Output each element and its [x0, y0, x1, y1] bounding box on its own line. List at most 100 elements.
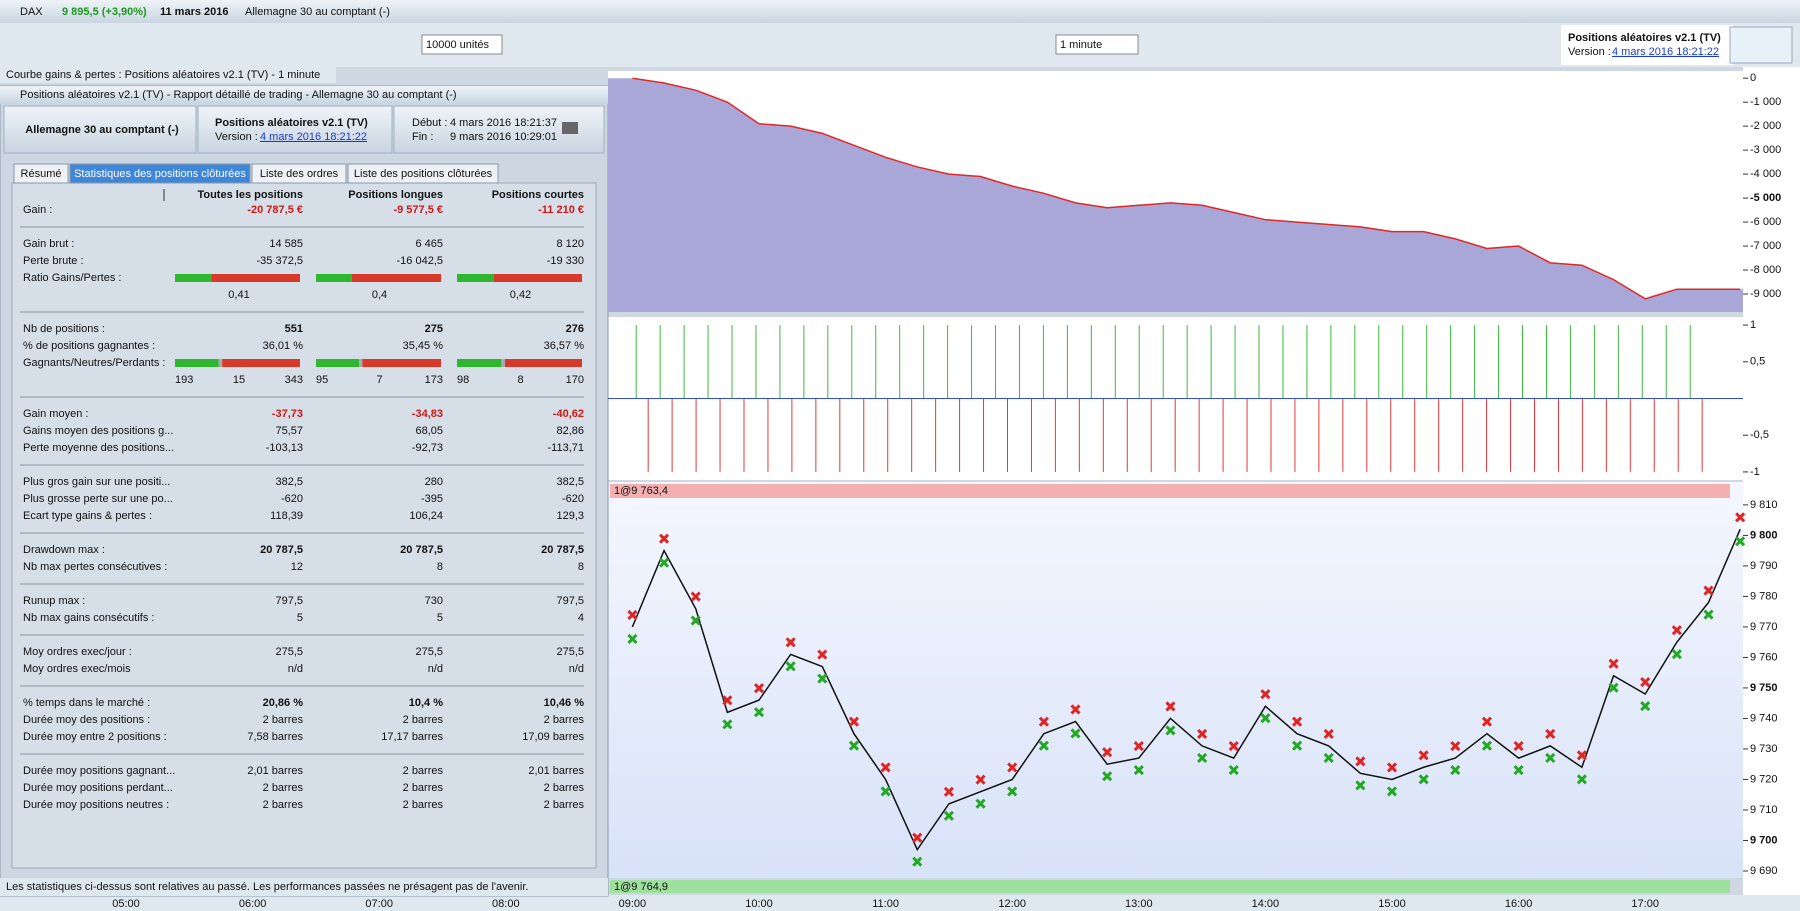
y-tick-label: -6 000: [1750, 216, 1781, 228]
time-label: 12:00: [998, 898, 1026, 910]
row-label: Nb de positions :: [23, 323, 105, 335]
count-value: 343: [285, 374, 303, 386]
y-tick-label: -5 000: [1750, 192, 1781, 204]
row-label: Durée moy des positions :: [23, 714, 150, 726]
symbol: DAX: [20, 6, 43, 18]
short-marker: [1671, 625, 1682, 636]
short-marker: [880, 762, 891, 773]
short-marker: [722, 695, 733, 706]
short-marker: [1608, 658, 1619, 669]
count-value: 8: [517, 374, 523, 386]
report-system: Positions aléatoires v2.1 (TV): [215, 117, 368, 129]
quantity-select[interactable]: [421, 34, 503, 55]
row-value: 8 120: [556, 238, 584, 250]
short-marker: [1545, 728, 1556, 739]
tab[interactable]: [69, 163, 251, 184]
row-label: Ratio Gains/Pertes :: [23, 272, 121, 284]
version-link[interactable]: 4 mars 2016 18:21:22: [1612, 46, 1719, 58]
long-marker: [817, 673, 828, 684]
row-value: 275,5: [415, 646, 443, 658]
ratio-bar: [175, 359, 219, 367]
print-icon[interactable]: [562, 122, 578, 134]
tab[interactable]: [347, 163, 499, 184]
ratio-value: 0,4: [372, 289, 387, 301]
long-marker: [1450, 765, 1461, 776]
column-header: Positions courtes: [492, 189, 584, 201]
ratio-bar: [362, 359, 441, 367]
row-value: -620: [281, 493, 303, 505]
report-version-label: Version :: [215, 131, 258, 143]
row-label: Moy ordres exec/jour :: [23, 646, 132, 658]
long-marker: [848, 740, 860, 751]
row-value: -40,62: [553, 408, 584, 420]
ratio-bar: [493, 274, 582, 282]
row-label: Nb max pertes consécutives :: [23, 561, 167, 573]
long-marker: [1165, 725, 1176, 736]
short-marker: [1735, 512, 1746, 523]
price-line: [631, 528, 1741, 852]
long-marker: [1671, 649, 1682, 660]
toolbar: [0, 23, 1800, 67]
timeframe-select[interactable]: [1055, 34, 1139, 55]
time-label: 09:00: [619, 898, 647, 910]
time-label: 13:00: [1125, 898, 1153, 910]
time-label: 11:00: [872, 898, 899, 910]
y-tick-label: 9 700: [1750, 834, 1778, 846]
row-label: Gagnants/Neutres/Perdants :: [23, 357, 165, 369]
ratio-bar: [175, 274, 212, 282]
chart-tab[interactable]: [0, 67, 336, 83]
long-marker: [943, 810, 954, 821]
short-marker: [1703, 585, 1714, 596]
y-tick-label: -4 000: [1750, 168, 1781, 180]
system-name: Positions aléatoires v2.1 (TV): [1568, 32, 1721, 44]
ratio-bar: [218, 359, 223, 367]
row-value: -11 210 €: [538, 204, 584, 216]
row-value: 2 barres: [403, 765, 444, 777]
y-tick-label: 9 800: [1750, 529, 1778, 541]
short-marker: [943, 786, 954, 797]
row-label: Perte moyenne des positions...: [23, 442, 174, 454]
row-value: 7,58 barres: [247, 731, 303, 743]
row-label: Durée moy positions gagnant...: [23, 765, 175, 777]
row-value: -92,73: [412, 442, 443, 454]
long-marker: [1197, 752, 1208, 763]
version-label: Version :: [1568, 46, 1611, 58]
y-tick-label: 9 780: [1750, 590, 1778, 602]
row-value: 10,46 %: [544, 697, 585, 709]
long-marker: [753, 707, 765, 718]
quote: 9 895,5 (+3,90%): [62, 6, 147, 18]
row-value: 20,86 %: [263, 697, 304, 709]
row-value: 2 barres: [544, 782, 585, 794]
system-icon[interactable]: [1729, 26, 1793, 64]
row-value: 2 barres: [263, 799, 304, 811]
count-value: 193: [175, 374, 193, 386]
time-label: 17:00: [1631, 898, 1659, 910]
time-label: 14:00: [1252, 898, 1280, 910]
row-value: 2 barres: [403, 799, 444, 811]
row-value: 14 585: [269, 238, 303, 250]
count-value: 173: [425, 374, 443, 386]
row-value: -35 372,5: [257, 255, 303, 267]
short-marker: [1576, 750, 1587, 761]
header-cell: [197, 105, 393, 154]
y-tick-label: 9 760: [1750, 651, 1778, 663]
long-marker: [1386, 786, 1398, 797]
row-value: 20 787,5: [400, 544, 443, 556]
row-label: Plus gros gain sur une positi...: [23, 476, 170, 488]
count-value: 170: [566, 374, 584, 386]
order-label: 1@9 764,9: [614, 881, 668, 893]
row-value: 5: [437, 612, 443, 624]
short-marker: [1165, 701, 1176, 712]
y-tick-label: 9 740: [1750, 712, 1778, 724]
tab[interactable]: [251, 163, 347, 184]
short-marker: [1513, 741, 1524, 752]
tab[interactable]: [13, 163, 69, 184]
order-strip: [610, 880, 1730, 893]
long-marker: [1102, 771, 1113, 782]
report-title: Positions aléatoires v2.1 (TV) - Rapport…: [20, 89, 457, 101]
y-tick-label: -9 000: [1750, 288, 1781, 300]
report-version[interactable]: 4 mars 2016 18:21:22: [260, 131, 367, 143]
ratio-bar: [359, 359, 363, 367]
time-label: 10:00: [745, 898, 773, 910]
